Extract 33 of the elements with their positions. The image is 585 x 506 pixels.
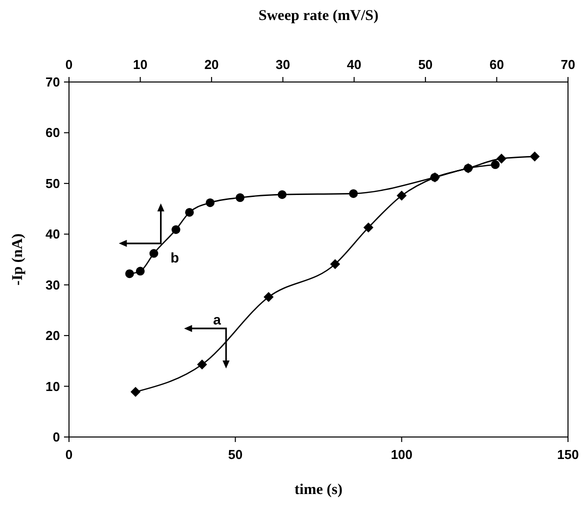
x-tick-label: 0 — [65, 447, 73, 462]
series-label: b — [170, 249, 180, 266]
point — [330, 259, 340, 270]
y-tick-label: 30 — [46, 277, 60, 292]
y-tick-label: 10 — [46, 378, 60, 394]
x2-tick-label: 10 — [133, 57, 148, 72]
y-tick-label: 50 — [46, 176, 60, 191]
y-tick-label: 0 — [52, 430, 60, 444]
series-label: a — [213, 311, 222, 328]
x2-tick-label: 70 — [560, 57, 576, 72]
y-tick-label: 40 — [46, 226, 60, 242]
x2-tick-label: 60 — [489, 57, 504, 72]
point — [363, 222, 374, 233]
x-tick-label: 100 — [390, 447, 413, 462]
x-axis-title: time (s) — [294, 482, 342, 498]
x2-tick-label: 50 — [418, 57, 433, 72]
x-tick-label: 150 — [557, 447, 579, 462]
point — [264, 292, 274, 302]
x2-tick-label: 30 — [276, 57, 290, 72]
point — [396, 190, 407, 201]
x2-tick-label: 0 — [65, 57, 73, 72]
x2-tick-label: 40 — [346, 57, 362, 72]
x2-axis-title: Sweep rate (mV/S) — [258, 8, 378, 24]
y-axis-title: -Ip (nA) — [10, 233, 26, 286]
y-tick-label: 20 — [46, 328, 60, 344]
x2-tick-label: 20 — [204, 57, 219, 72]
point — [130, 386, 141, 397]
point — [530, 152, 540, 162]
point — [197, 359, 208, 370]
y-tick-label: 60 — [46, 125, 60, 140]
y-tick-label: 70 — [46, 74, 60, 90]
x-tick-label: 50 — [228, 447, 243, 462]
point — [496, 154, 506, 164]
